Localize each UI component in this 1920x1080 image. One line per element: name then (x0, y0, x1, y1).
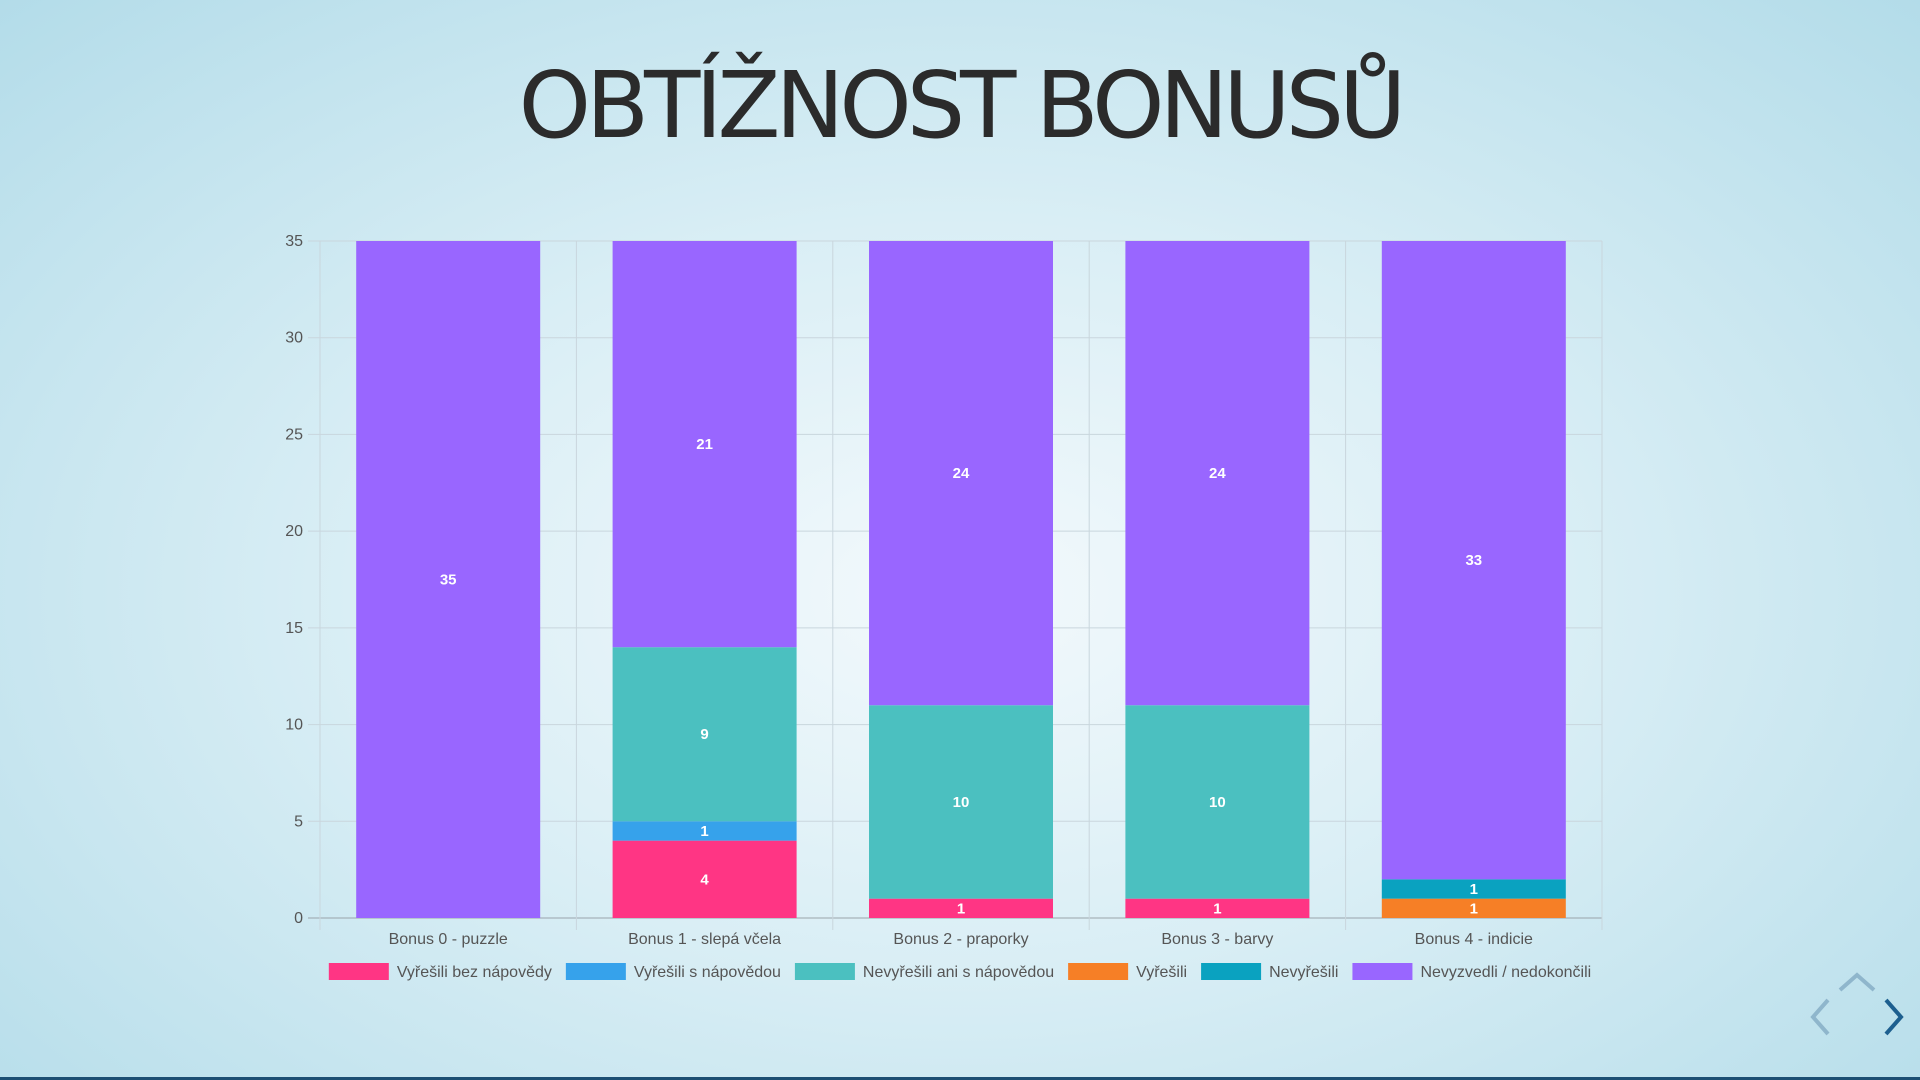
data-label: 1 (957, 900, 965, 917)
legend-swatch (1068, 963, 1129, 980)
bar-segment (869, 241, 1053, 706)
legend-swatch (1201, 963, 1262, 980)
slide-title: OBTÍŽNOST BONUSŮ (518, 52, 1407, 159)
data-label: 1 (1213, 900, 1221, 917)
data-label: 10 (1209, 794, 1226, 811)
bar-segment (1381, 241, 1566, 880)
bar-segment (612, 647, 797, 822)
data-label: 1 (1470, 900, 1478, 917)
data-label: 35 (440, 572, 457, 589)
bar-segment (1125, 241, 1310, 706)
x-tick-label: Bonus 3 - barvy (1161, 931, 1273, 948)
legend-label: Nevyřešili ani s nápovědou (863, 964, 1054, 981)
legend-swatch (565, 963, 626, 980)
chevron-up-icon[interactable] (1836, 970, 1878, 994)
bottom-rule (0, 1077, 1920, 1080)
chevron-left-icon[interactable] (1808, 996, 1834, 1038)
legend-label: Vyřešili bez nápovědy (397, 964, 552, 981)
bar-segment (356, 241, 541, 918)
y-tick-label: 25 (285, 426, 303, 443)
y-tick-label: 15 (285, 620, 303, 637)
bar-segment (1381, 879, 1566, 899)
y-tick-label: 0 (294, 910, 303, 927)
data-label: 10 (953, 794, 970, 811)
bar-segment (612, 840, 797, 918)
data-label: 21 (696, 436, 713, 453)
bar-segment (869, 705, 1053, 899)
y-tick-label: 30 (285, 330, 303, 347)
x-tick-label: Bonus 1 - slepá včela (628, 931, 781, 948)
x-tick-label: Bonus 0 - puzzle (389, 931, 508, 948)
bar-segment (612, 821, 797, 841)
data-label: 9 (700, 726, 708, 743)
legend-label: Nevyzvedli / nedokončili (1420, 964, 1591, 981)
data-label: 24 (953, 465, 970, 482)
x-tick-label: Bonus 2 - praporky (893, 931, 1028, 948)
legend-label: Nevyřešili (1269, 964, 1338, 981)
legend-label: Vyřešili (1136, 964, 1187, 981)
data-label: 1 (1470, 881, 1478, 898)
y-tick-label: 35 (285, 233, 303, 250)
y-tick-label: 20 (285, 523, 303, 540)
legend-swatch (794, 963, 855, 980)
y-tick-label: 5 (294, 813, 303, 830)
bar-segment (1125, 898, 1310, 918)
legend-label: Vyřešili s nápovědou (634, 964, 781, 981)
bar-segment (612, 241, 797, 648)
legend-swatch (328, 963, 389, 980)
data-label: 4 (700, 871, 709, 888)
legend-swatch (1352, 963, 1413, 980)
y-tick-label: 10 (285, 717, 303, 734)
x-tick-label: Bonus 4 - indicie (1415, 931, 1533, 948)
data-label: 24 (1209, 465, 1226, 482)
bar-segment (869, 898, 1053, 918)
stacked-bar-chart: 0 5 10 15 20 25 30 35 35 Bonus 0 - puzzle 4 1 9 21 Bon… (285, 233, 1603, 981)
data-label: 1 (700, 823, 708, 840)
bar-segment (1381, 898, 1566, 918)
data-label: 33 (1465, 552, 1482, 569)
bar-segment (1125, 705, 1310, 899)
chevron-right-icon[interactable] (1880, 996, 1906, 1038)
